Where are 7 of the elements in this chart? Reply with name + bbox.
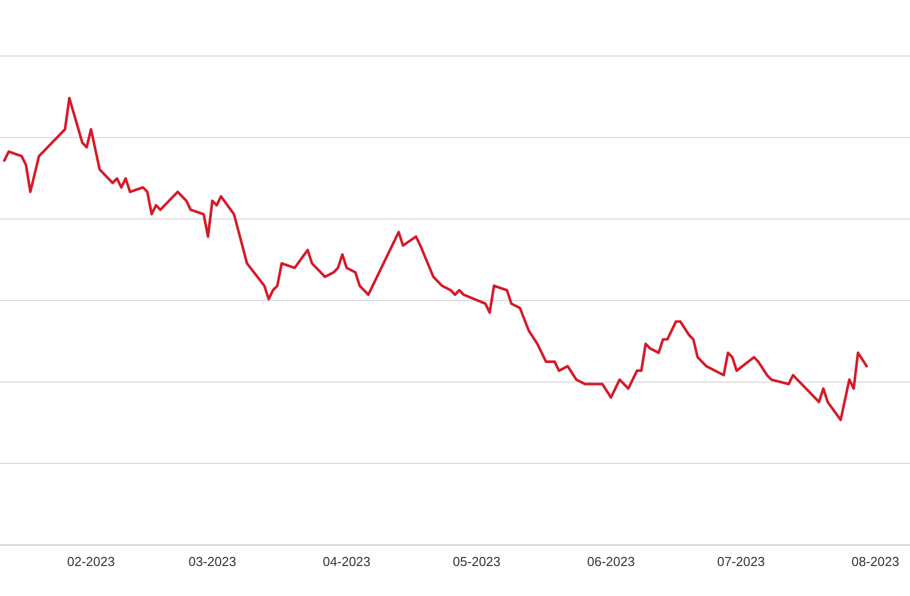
x-tick-label: 08-2023	[851, 554, 900, 570]
x-tick-label: 05-2023	[452, 554, 501, 570]
x-tick-label: 03-2023	[188, 554, 236, 570]
x-tick-label: 07-2023	[717, 554, 765, 570]
x-tick-label: 04-2023	[322, 554, 371, 570]
x-tick-label: 02-2023	[67, 554, 115, 570]
x-tick-label: 06-2023	[587, 554, 635, 570]
